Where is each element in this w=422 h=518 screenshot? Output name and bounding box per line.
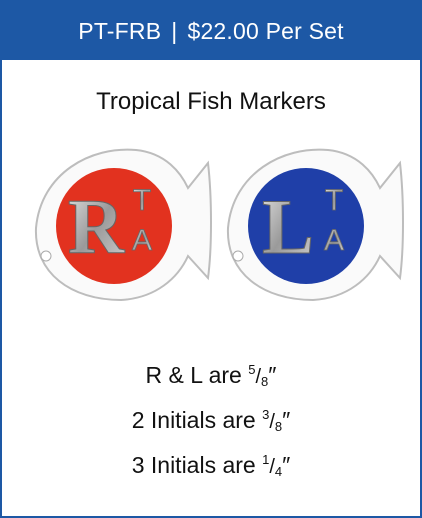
marker-initial: T bbox=[133, 184, 151, 217]
marker-letter: L bbox=[262, 183, 314, 270]
unit: ″ bbox=[268, 362, 276, 388]
fish-right: L T A bbox=[228, 150, 403, 300]
product-card: PT-FRB | $22.00 Per Set Tropical Fish Ma… bbox=[0, 0, 422, 518]
marker-initial: A bbox=[324, 224, 344, 257]
header: PT-FRB | $22.00 Per Set bbox=[2, 2, 420, 60]
page: PT-FRB | $22.00 Per Set Tropical Fish Ma… bbox=[0, 0, 422, 518]
marker-image: R T A L T A bbox=[16, 138, 406, 308]
fraction: 3/8 bbox=[262, 407, 282, 433]
unit: ″ bbox=[282, 452, 290, 478]
separator: | bbox=[171, 18, 177, 45]
size-label: 2 Initials are bbox=[132, 407, 256, 433]
marker-letter: R bbox=[68, 183, 126, 270]
size-list: R & L are 5/8″2 Initials are 3/8″3 Initi… bbox=[2, 347, 420, 482]
unit: ″ bbox=[282, 407, 290, 433]
marker-initial: T bbox=[325, 184, 343, 217]
fraction: 5/8 bbox=[248, 362, 268, 388]
size-line: 2 Initials are 3/8″ bbox=[2, 392, 420, 437]
price: $22.00 Per Set bbox=[187, 18, 343, 45]
fish-left: R T A bbox=[36, 150, 211, 300]
fraction: 1/4 bbox=[262, 452, 282, 478]
size-label: R & L are bbox=[146, 362, 242, 388]
size-label: 3 Initials are bbox=[132, 452, 256, 478]
title: Tropical Fish Markers bbox=[2, 88, 420, 116]
size-line: R & L are 5/8″ bbox=[2, 347, 420, 392]
product-code: PT-FRB bbox=[78, 18, 161, 45]
marker-initial: A bbox=[132, 224, 152, 257]
size-line: 3 Initials are 1/4″ bbox=[2, 437, 420, 482]
